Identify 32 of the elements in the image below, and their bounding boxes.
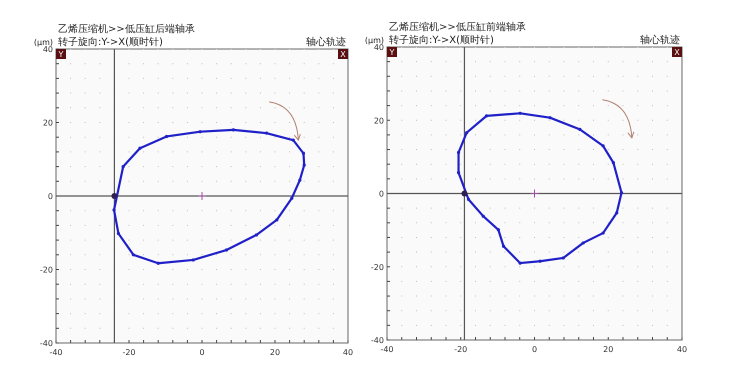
x-tick-label: -20 — [122, 348, 136, 357]
y-tick-label: -20 — [40, 266, 53, 274]
text: 轴心轨迹 — [640, 34, 680, 46]
y-tick-label: 0 — [378, 190, 384, 198]
x-tick-label: 40 — [342, 348, 354, 357]
chart-title: 乙烯压缩机>>低压缸后端轴承 — [58, 23, 195, 35]
y-tick-label: 40 — [374, 43, 384, 52]
x-tick-label: 0 — [532, 345, 538, 354]
annotation: X — [674, 48, 680, 57]
y-tick-label: 40 — [42, 45, 53, 54]
x-tick-label: 0 — [199, 348, 205, 357]
text: 轴心轨迹 — [306, 36, 346, 48]
chart-title: 乙烯压缩机>>低压缸前端轴承 — [389, 21, 526, 33]
x-tick-label: 40 — [676, 345, 688, 354]
annotation: X — [340, 50, 346, 59]
y-tick-label: -40 — [370, 336, 384, 345]
x-tick-label: -40 — [49, 348, 63, 357]
x-tick-label: 20 — [270, 348, 280, 357]
x-tick-label: -20 — [454, 345, 468, 354]
annotation: Y — [58, 50, 64, 59]
y-tick-label: -20 — [370, 262, 384, 272]
x-tick-label: 20 — [603, 345, 614, 354]
chart-subtitle: 转子旋向:Y->X(顺时针) — [389, 34, 494, 46]
y-tick-label: 20 — [42, 118, 53, 128]
y-axis-title: (μm) — [364, 36, 384, 45]
y-tick-label: 0 — [48, 192, 53, 201]
x-tick-label: -40 — [380, 345, 394, 354]
chart-subtitle: 转子旋向:Y->X(顺时针) — [58, 36, 164, 48]
y-tick-label: 20 — [374, 116, 384, 126]
annotation: Y — [388, 48, 395, 57]
y-axis-title: (μm) — [34, 38, 53, 47]
y-tick-label: -40 — [40, 339, 53, 348]
